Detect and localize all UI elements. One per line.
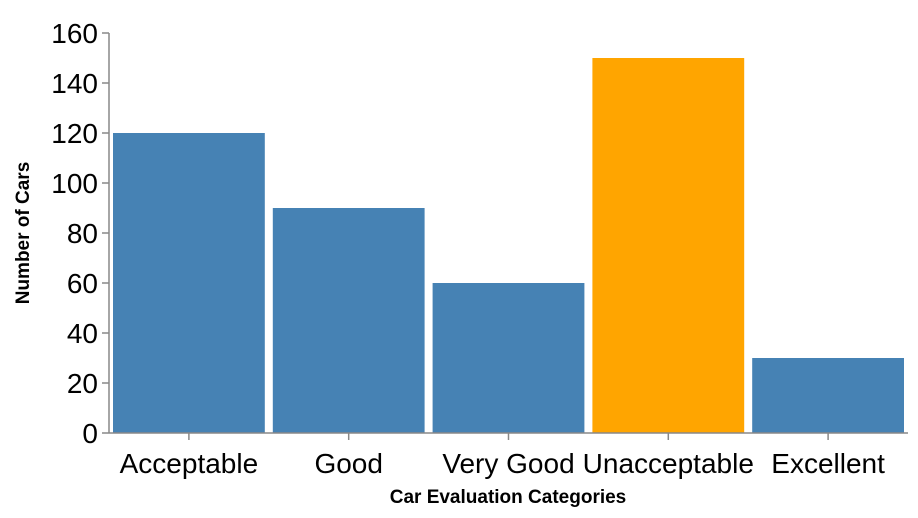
bar-acceptable[interactable] [113, 133, 265, 433]
x-axis: Acceptable Good Very Good Unacceptable Excel… [109, 432, 908, 479]
y-tick-label-140: 140 [51, 68, 98, 99]
y-tick-label-100: 100 [51, 168, 98, 199]
x-tick-label-acceptable: Acceptable [120, 448, 259, 479]
x-tick-label-good: Good [314, 448, 383, 479]
bar-very-good[interactable] [432, 283, 585, 433]
y-tick-label-160: 160 [51, 18, 98, 49]
y-tick-label-20: 20 [67, 368, 98, 399]
bar-unacceptable[interactable] [592, 58, 745, 433]
y-tick-label-80: 80 [67, 218, 98, 249]
x-tick-label-unacceptable: Unacceptable [583, 448, 754, 479]
x-tick-label-excellent: Excellent [771, 448, 885, 479]
y-tick-label-0: 0 [82, 418, 98, 449]
y-axis-title: Number of Cars [13, 162, 34, 305]
x-tick-label-very-good: Very Good [442, 448, 574, 479]
y-axis: 0 20 40 60 80 100 120 140 160 [51, 18, 110, 449]
bar-good[interactable] [272, 208, 425, 433]
bars-layer [113, 58, 904, 433]
y-tick-label-120: 120 [51, 118, 98, 149]
bar-excellent[interactable] [752, 358, 904, 433]
y-tick-label-60: 60 [67, 268, 98, 299]
y-tick-label-40: 40 [67, 318, 98, 349]
x-axis-title: Car Evaluation Categories [390, 487, 627, 508]
